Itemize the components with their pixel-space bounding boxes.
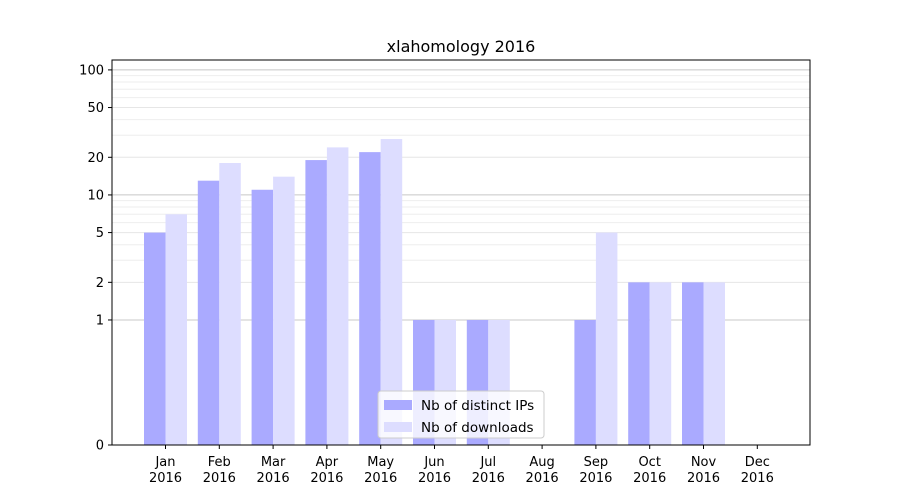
bar-downloads [595,232,618,445]
y-tick-label: 10 [87,188,104,203]
legend-box [377,390,545,439]
y-tick-label: 20 [87,151,104,166]
x-tick-label: Aug 2016 [526,455,559,486]
x-tick-label: Apr 2016 [310,455,343,486]
y-tick-label: 2 [96,276,104,291]
y-tick-label: 0 [96,439,104,454]
bar-downloads [165,214,187,445]
bar-distinct-ips [197,180,220,445]
bar-downloads [326,147,349,446]
y-tick-label: 100 [79,63,104,78]
bar-distinct-ips [144,232,166,445]
axes-frame [111,59,811,446]
bar-distinct-ips [682,282,704,445]
y-tick-label: 1 [96,313,104,328]
x-tick-label: Sep 2016 [579,455,612,486]
x-tick-label: Jan 2016 [149,455,182,486]
legend-swatch [384,422,412,432]
legend-label: Nb of distinct IPs [421,398,534,414]
x-tick-label: Jul 2016 [472,455,505,486]
bar-distinct-ips [305,160,327,445]
bar-distinct-ips [359,152,381,445]
y-axis: 0 1 2 5 10 20 50 100 [79,63,112,454]
chart-title: xlahomology 2016 [387,37,536,56]
x-tick-label: May 2016 [364,455,397,486]
bar-downloads [219,163,241,445]
bar-downloads [273,176,295,445]
legend-label: Nb of downloads [421,420,534,436]
x-axis: Jan 2016 Feb 2016 Mar 2016 Apr 2016 May 2016 Jun 20… [149,445,774,486]
x-tick-label: Dec 2016 [741,455,774,486]
bar-downloads [649,282,672,445]
bar-distinct-ips [628,282,650,445]
legend-swatch [384,400,412,410]
x-tick-label: Feb 2016 [203,455,236,486]
bar-distinct-ips [574,319,596,445]
x-tick-label: Jun 2016 [418,455,451,486]
bar-downloads [703,282,725,445]
legend: Nb of distinct IPs Nb of downloads [377,390,545,439]
bar-distinct-ips [251,189,274,445]
x-tick-label: Oct 2016 [633,455,666,486]
x-tick-label: Nov 2016 [687,455,720,486]
y-tick-label: 5 [96,226,104,241]
y-tick-label: 50 [87,101,104,116]
bar-downloads [380,139,403,445]
x-tick-label: Mar 2016 [257,455,290,486]
